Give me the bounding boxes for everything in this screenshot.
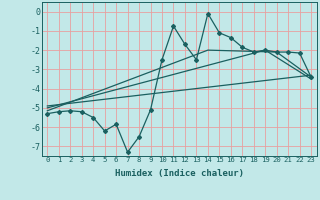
X-axis label: Humidex (Indice chaleur): Humidex (Indice chaleur) xyxy=(115,169,244,178)
